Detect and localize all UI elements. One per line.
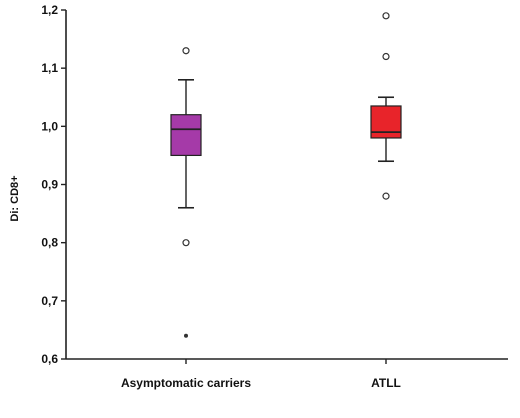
box-iqr (170, 114, 202, 157)
y-tick-label: 0,9 (41, 178, 58, 192)
outlier-point (182, 239, 190, 247)
box-group (370, 12, 402, 200)
box-group (170, 47, 202, 338)
outlier-point (182, 47, 190, 55)
y-tick-label: 1,1 (41, 61, 58, 75)
extreme-point (184, 333, 188, 338)
y-tick-label: 1,2 (41, 3, 58, 17)
box-iqr (370, 105, 402, 139)
y-tick-label: 0,6 (41, 352, 58, 366)
y-tick-label: 0,8 (41, 236, 58, 250)
axes: 0,6 0,7 0,8 0,9 1,0 1,1 1,2 Di: CD8+ Asymptomati… (9, 3, 508, 390)
x-category-label: Asymptomatic carriers (121, 376, 251, 390)
outlier-point (382, 192, 390, 200)
y-axis-title: Di: CD8+ (9, 175, 21, 221)
outlier-point (382, 12, 390, 20)
y-tick-label: 0,7 (41, 294, 58, 308)
y-tick-label: 1,0 (41, 119, 58, 133)
outlier-point (382, 52, 390, 61)
x-category-label: ATLL (371, 376, 401, 390)
boxes (170, 12, 402, 338)
